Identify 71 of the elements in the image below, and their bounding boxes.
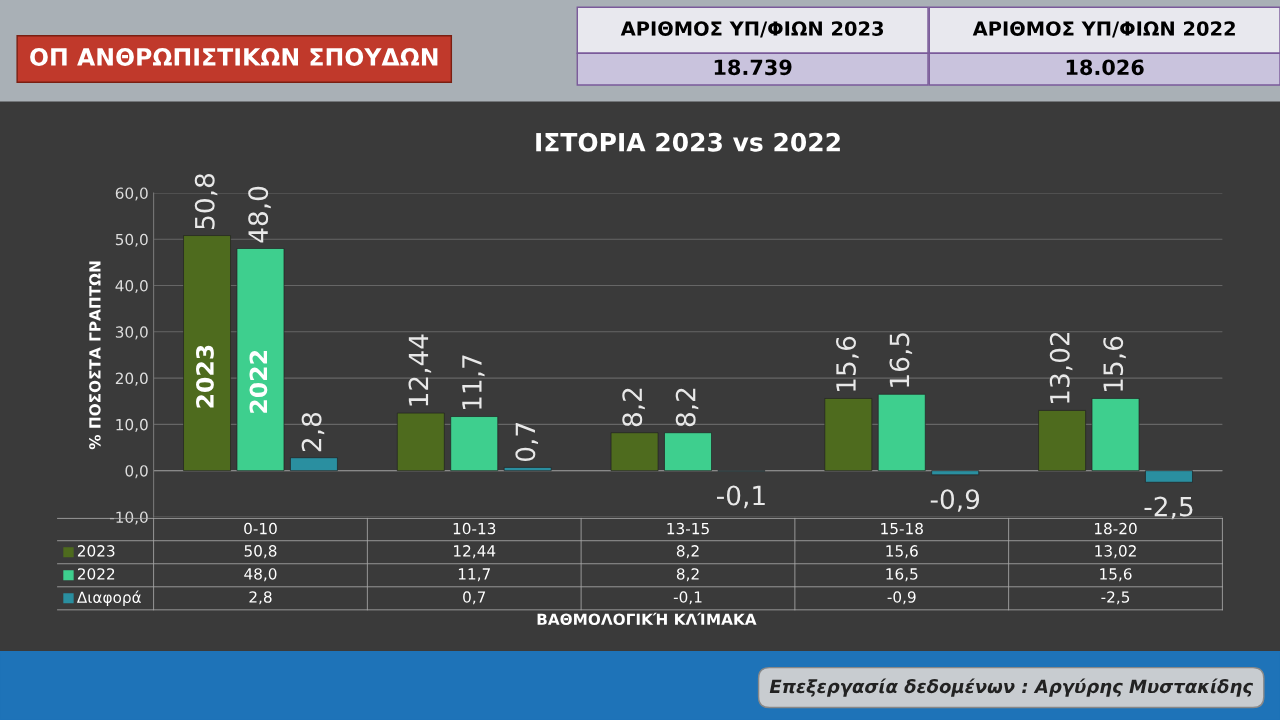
text: 2022 <box>249 351 268 413</box>
data-label: 11,7 <box>458 568 490 582</box>
text: 15,6 <box>836 336 859 391</box>
bar <box>931 470 980 476</box>
data-label: 8,2 <box>676 568 699 582</box>
bar <box>1145 470 1193 483</box>
data-label: -2,5 <box>1101 591 1130 605</box>
text: -2,5 <box>1144 496 1193 520</box>
text: ΑΡΙΘΜΟΣ ΥΠ/ΦΙΩΝ 2023 <box>620 21 884 38</box>
text: ΟΠ ΑΝΘΡΩΠΙΣΤΙΚΩΝ ΣΠΟΥΔΩΝ <box>30 48 438 66</box>
data-label: -0,1 <box>673 591 702 605</box>
text: Επεξεργασία δεδομένων : Αργύρης Μυστακίδης <box>769 678 1254 697</box>
bar <box>824 398 873 472</box>
x-tick-label: 10-13 <box>453 522 496 535</box>
x-tick-label: 15-18 <box>881 522 923 535</box>
text: -0,9 <box>930 489 980 512</box>
legend-label: 2022 <box>77 568 115 580</box>
y-axis-title: % ΠΟΣΟΣΤΑ ΓΡΑΠΤΩΝ <box>89 261 101 450</box>
text: ΑΡΙΘΜΟΣ ΥΠ/ΦΙΩΝ 2022 <box>972 21 1235 38</box>
legend-label: Διαφορά <box>76 590 141 607</box>
data-label: 16,5 <box>886 568 918 582</box>
y-tick-label: 60,0 <box>115 187 148 201</box>
bar <box>664 432 712 472</box>
bar <box>183 235 231 472</box>
bar <box>1091 398 1140 472</box>
text: 16,5 <box>889 333 913 387</box>
bar <box>1038 410 1086 472</box>
text: 2,8 <box>301 412 325 452</box>
text: 2023 <box>196 345 214 408</box>
data-label: 48,0 <box>244 568 277 582</box>
text: 48,0 <box>248 186 271 243</box>
bar <box>610 432 659 472</box>
text: 15,6 <box>1103 336 1126 391</box>
bar <box>450 416 499 472</box>
y-tick-label: 20,0 <box>115 372 148 386</box>
y-tick-label: -10,0 <box>109 511 148 525</box>
data-label: 15,6 <box>886 545 918 559</box>
bar <box>503 467 552 472</box>
data-label: 12,44 <box>454 545 496 559</box>
text: 18.739 <box>714 59 792 76</box>
text: 0,7 <box>515 423 539 462</box>
x-tick-label: 0-10 <box>244 522 277 535</box>
bar <box>877 393 926 472</box>
data-label: 0,7 <box>463 591 486 605</box>
bar <box>290 457 338 472</box>
data-label: 13,02 <box>1095 545 1136 559</box>
x-tick-label: 18-20 <box>1095 522 1137 535</box>
text: 8,2 <box>675 388 699 427</box>
data-label: 50,8 <box>244 545 277 559</box>
legend-label: 2023 <box>77 545 115 557</box>
chart-title: ΙΣΤΟΡΙΑ 2023 vs 2022 <box>536 132 840 152</box>
data-label: -0,9 <box>887 591 916 605</box>
text: 11,7 <box>462 355 485 409</box>
y-tick-label: 30,0 <box>115 326 148 340</box>
text: -0,1 <box>716 485 765 509</box>
text: 50,8 <box>194 173 218 229</box>
text: 13,02 <box>1049 332 1073 403</box>
data-label: 8,2 <box>676 545 699 559</box>
y-tick-label: 0,0 <box>125 465 148 479</box>
text: ΒΑΘΜΟΛΟΓΙΚΉ ΚΛΊΜΑΚΑ <box>537 612 757 626</box>
y-tick-label: 40,0 <box>115 280 148 294</box>
text: 18.026 <box>1066 59 1144 76</box>
bar <box>396 412 445 472</box>
y-tick-label: 50,0 <box>115 233 148 247</box>
x-tick-label: 13-15 <box>667 522 709 535</box>
text: 12,44 <box>408 334 432 406</box>
text: 8,2 <box>622 388 645 427</box>
y-tick-label: 10,0 <box>116 418 148 432</box>
data-label: 2,8 <box>249 591 272 605</box>
data-label: 15,6 <box>1100 568 1132 582</box>
bar <box>236 248 285 472</box>
